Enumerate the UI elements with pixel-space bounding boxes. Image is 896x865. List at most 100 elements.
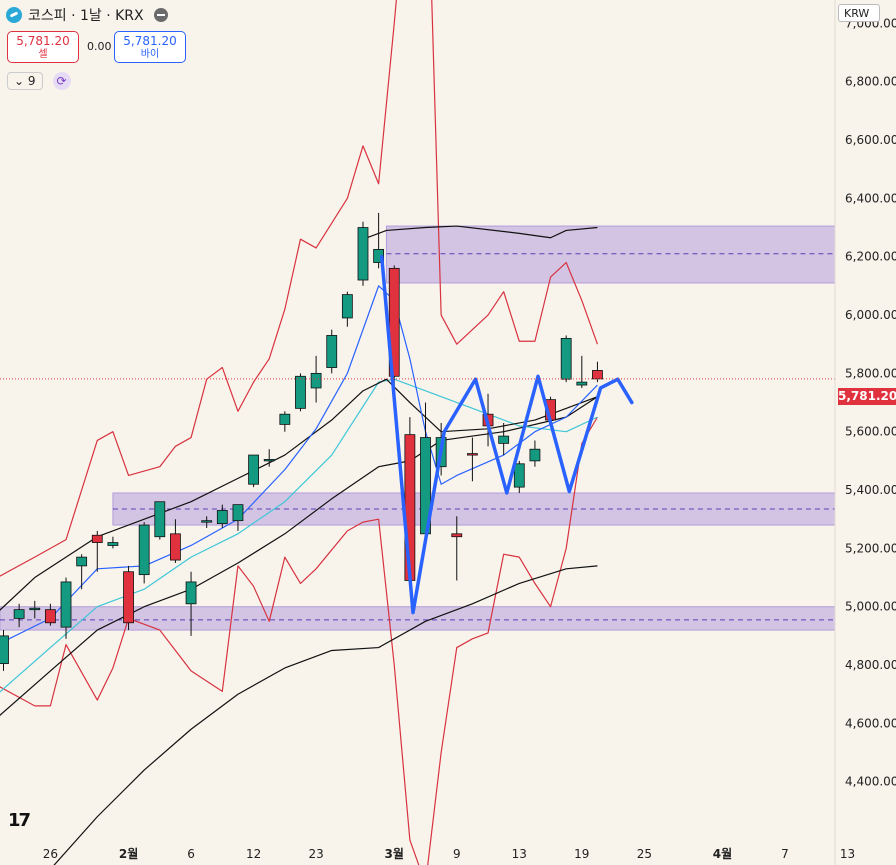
bollinger-upper-line bbox=[0, 0, 599, 577]
candle bbox=[576, 355, 588, 388]
spread-value: 0.00 bbox=[87, 40, 112, 53]
time-tick-label: 19 bbox=[574, 847, 589, 861]
candle bbox=[29, 600, 41, 619]
candle bbox=[154, 501, 166, 540]
tradingview-logo-icon[interactable]: 17 bbox=[8, 810, 31, 831]
candle bbox=[232, 504, 244, 531]
price-tick-label: 6,800.00 bbox=[845, 75, 896, 89]
price-tick-label: 4,800.00 bbox=[845, 658, 896, 672]
candle-body bbox=[513, 463, 525, 488]
candle bbox=[373, 212, 385, 269]
currency-select[interactable]: KRW bbox=[838, 4, 880, 22]
candle bbox=[76, 554, 88, 590]
support-resistance-zones bbox=[0, 225, 836, 631]
zone-box bbox=[385, 225, 836, 284]
time-tick-label: 12 bbox=[246, 847, 261, 861]
time-tick-label: 23 bbox=[308, 847, 323, 861]
time-tick-label: 13 bbox=[512, 847, 527, 861]
indicator-toggle[interactable]: ⌄ 9 bbox=[7, 72, 43, 90]
candle-body bbox=[341, 294, 353, 319]
sell-price: 5,781.20 bbox=[16, 34, 70, 48]
candle-body bbox=[91, 534, 103, 543]
price-tick-label: 5,000.00 bbox=[845, 600, 896, 614]
candle-body bbox=[216, 510, 228, 524]
candle-body bbox=[0, 635, 9, 665]
candle-body bbox=[76, 556, 88, 567]
symbol-header: 코스피 · 1날 · KRX bbox=[6, 5, 168, 25]
price-tick-label: 5,800.00 bbox=[845, 366, 896, 380]
candle bbox=[295, 373, 306, 412]
price-tick-label: 6,600.00 bbox=[845, 133, 896, 147]
candle-body bbox=[123, 571, 134, 624]
buy-button[interactable]: 5,781.20 바이 bbox=[114, 31, 186, 63]
candle-body bbox=[279, 413, 291, 425]
price-pattern-drawing[interactable] bbox=[379, 254, 634, 615]
candle-body bbox=[498, 435, 510, 444]
candle bbox=[216, 504, 228, 528]
refresh-icon[interactable]: ⟳ bbox=[52, 72, 71, 90]
candle bbox=[123, 565, 134, 631]
time-tick-label: 6 bbox=[187, 847, 195, 861]
candle-body bbox=[451, 533, 463, 538]
candle bbox=[44, 603, 56, 626]
pattern-polyline bbox=[379, 254, 634, 615]
envelope-lower-line bbox=[53, 565, 598, 865]
candle bbox=[185, 571, 197, 636]
price-axis[interactable]: 7,000.006,800.006,600.006,400.006,200.00… bbox=[845, 16, 896, 788]
time-tick-label: 9 bbox=[453, 847, 461, 861]
symbol-title[interactable]: 코스피 · 1날 · KRX bbox=[28, 8, 144, 24]
buy-label: 바이 bbox=[140, 49, 160, 60]
time-tick-label: 3월 bbox=[385, 846, 404, 861]
sell-button[interactable]: 5,781.20 셀 bbox=[7, 31, 79, 63]
candle-body bbox=[13, 609, 25, 619]
candle bbox=[201, 516, 213, 528]
candle bbox=[513, 460, 525, 493]
price-tick-label: 6,400.00 bbox=[845, 191, 896, 205]
candle bbox=[310, 355, 322, 403]
time-axis[interactable]: 26 2월 6 12 23 3월 9 13 19 25 4월 7 13 bbox=[43, 846, 855, 861]
candle-body bbox=[44, 609, 56, 624]
candle-body bbox=[560, 337, 572, 380]
candle bbox=[13, 603, 25, 628]
time-tick-label: 2월 bbox=[119, 846, 138, 861]
candle bbox=[170, 519, 181, 563]
candle-body bbox=[154, 501, 166, 538]
price-tick-label: 5,400.00 bbox=[845, 483, 896, 497]
candle bbox=[560, 335, 572, 383]
candle bbox=[107, 536, 119, 549]
candle bbox=[279, 411, 291, 432]
candle bbox=[357, 221, 369, 286]
candle-body bbox=[529, 448, 541, 462]
candle bbox=[529, 440, 541, 467]
kospi-logo-icon bbox=[6, 7, 22, 23]
candle bbox=[451, 516, 463, 581]
candle bbox=[0, 630, 9, 671]
candle-body bbox=[248, 454, 259, 485]
candle-body bbox=[170, 533, 181, 561]
price-tick-label: 5,600.00 bbox=[845, 425, 896, 439]
moving-average-black-line bbox=[0, 378, 598, 611]
moving-average-long-line bbox=[0, 396, 598, 716]
time-tick-label: 26 bbox=[43, 847, 58, 861]
candle bbox=[60, 577, 72, 639]
candle bbox=[326, 329, 338, 374]
price-tick-label: 5,200.00 bbox=[845, 541, 896, 555]
candle bbox=[138, 522, 150, 584]
candle bbox=[466, 437, 478, 482]
envelope-upper-line bbox=[362, 225, 598, 240]
moving-average-cyan-line bbox=[0, 378, 598, 693]
price-tick-label: 4,600.00 bbox=[845, 716, 896, 730]
candle-body bbox=[263, 459, 275, 462]
candle-body bbox=[29, 607, 41, 611]
buy-price: 5,781.20 bbox=[123, 34, 177, 48]
candle-body bbox=[310, 372, 322, 389]
price-tick-label: 4,400.00 bbox=[845, 775, 896, 789]
indicator-row: ⌄ 9 ⟳ bbox=[7, 72, 71, 90]
collapse-icon[interactable] bbox=[153, 8, 168, 22]
time-tick-label: 4월 bbox=[713, 846, 732, 861]
sell-label: 셀 bbox=[38, 49, 48, 60]
candle bbox=[341, 291, 353, 327]
candle-body bbox=[373, 248, 385, 263]
price-tick-label: 6,200.00 bbox=[845, 250, 896, 264]
